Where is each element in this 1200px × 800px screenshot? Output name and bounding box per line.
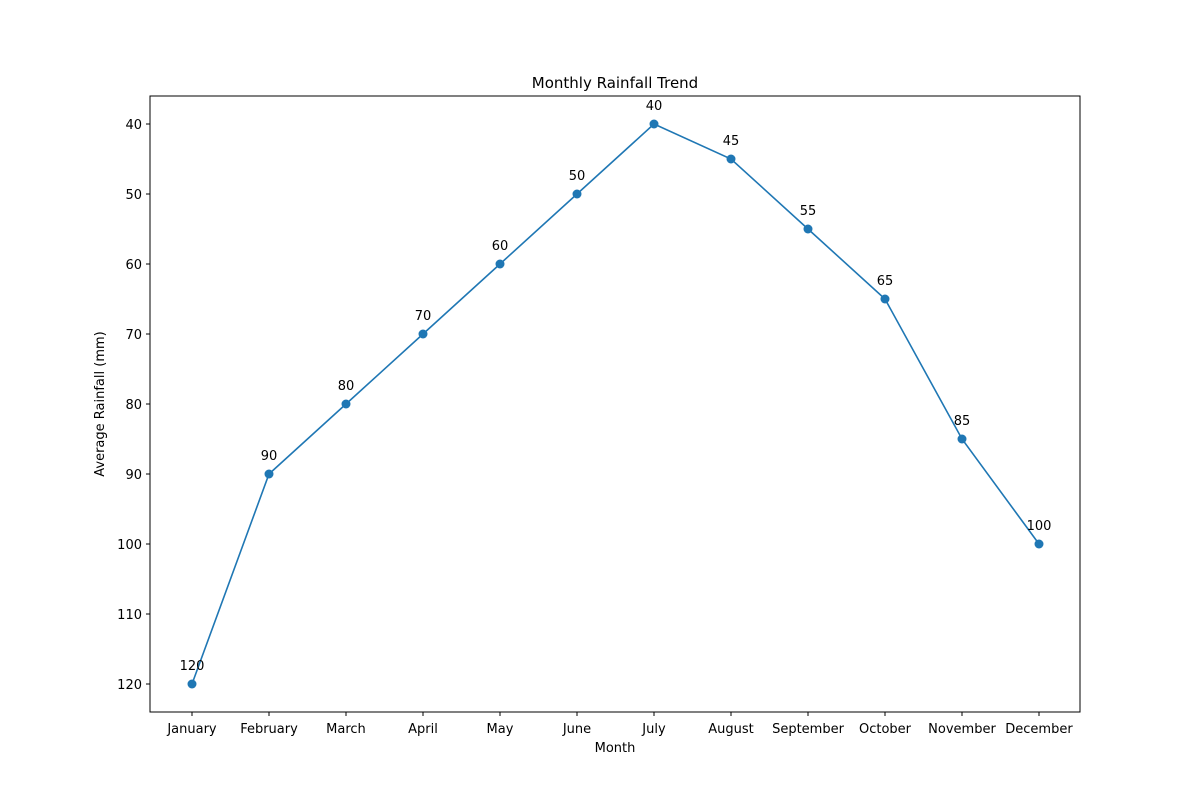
data-label: 65 xyxy=(877,274,894,289)
x-tick-label: February xyxy=(240,722,298,737)
data-point xyxy=(726,154,736,164)
x-tick-label: September xyxy=(772,722,845,737)
series-line xyxy=(191,123,1040,685)
data-label: 100 xyxy=(1027,519,1052,534)
data-label: 70 xyxy=(415,309,432,324)
x-tick-label: October xyxy=(859,722,912,737)
x-tick-label: June xyxy=(562,722,591,737)
data-point xyxy=(187,679,197,689)
data-label: 40 xyxy=(646,99,663,114)
y-tick-label: 50 xyxy=(125,188,142,203)
x-axis-label: Month xyxy=(595,741,636,756)
x-tick-label: January xyxy=(166,722,217,737)
y-tick-label: 70 xyxy=(125,328,142,343)
plot-frame xyxy=(149,95,1081,713)
x-tick-label: December xyxy=(1005,722,1073,737)
data-point xyxy=(495,259,505,269)
y-tick-label: 80 xyxy=(125,398,142,413)
data-point xyxy=(264,469,274,479)
y-tick-label: 100 xyxy=(117,538,142,553)
y-axis-label: Average Rainfall (mm) xyxy=(93,331,108,476)
data-point xyxy=(649,119,659,129)
data-label: 60 xyxy=(492,239,509,254)
data-point xyxy=(341,399,351,409)
data-label: 45 xyxy=(723,134,740,149)
data-point xyxy=(1034,539,1044,549)
data-label: 85 xyxy=(954,414,971,429)
data-point xyxy=(880,294,890,304)
data-label: 50 xyxy=(569,169,586,184)
x-tick-label: March xyxy=(326,722,366,737)
data-label: 55 xyxy=(800,204,817,219)
y-tick-label: 90 xyxy=(125,468,142,483)
x-tick-label: May xyxy=(487,722,514,737)
data-label: 80 xyxy=(338,379,355,394)
data-point xyxy=(572,189,582,199)
data-point xyxy=(803,224,813,234)
data-label: 90 xyxy=(261,449,278,464)
data-point xyxy=(957,434,967,444)
y-tick-label: 120 xyxy=(117,678,142,693)
y-tick-label: 40 xyxy=(125,118,142,133)
chart-title: Monthly Rainfall Trend xyxy=(532,74,698,92)
x-tick-label: July xyxy=(641,722,666,737)
y-tick-label: 110 xyxy=(117,608,142,623)
data-label: 120 xyxy=(180,659,205,674)
x-tick-label: August xyxy=(708,722,754,737)
x-tick-label: April xyxy=(408,722,438,737)
plot-area: 40 50 60 70 80 90 100 110 120 January February Marc… xyxy=(117,95,1081,737)
data-point xyxy=(418,329,428,339)
y-tick-label: 60 xyxy=(125,258,142,273)
x-tick-label: November xyxy=(928,722,996,737)
